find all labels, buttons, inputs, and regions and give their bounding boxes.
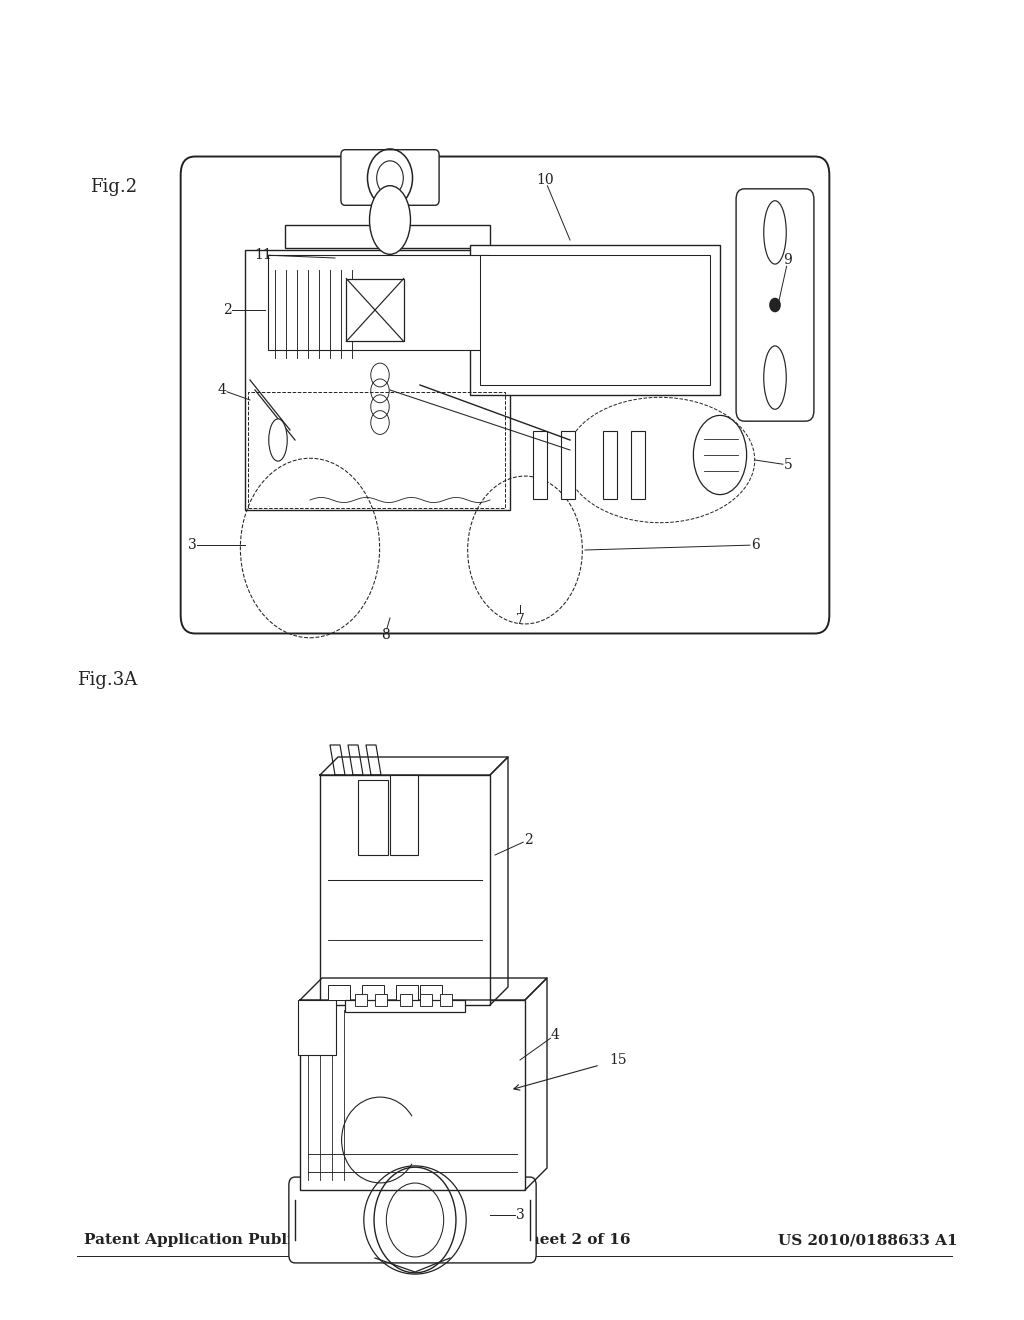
- Ellipse shape: [764, 346, 786, 409]
- Bar: [298, 1001, 336, 1055]
- Bar: [603, 430, 617, 499]
- Bar: [375, 994, 387, 1006]
- Bar: [328, 985, 350, 1001]
- Text: 5: 5: [783, 458, 793, 473]
- Bar: [561, 430, 575, 499]
- Text: US 2010/0188633 A1: US 2010/0188633 A1: [778, 1233, 957, 1247]
- Bar: [346, 279, 403, 342]
- Bar: [358, 780, 388, 855]
- Bar: [268, 255, 490, 350]
- FancyBboxPatch shape: [180, 157, 829, 634]
- Bar: [355, 994, 367, 1006]
- Text: Patent Application Publication: Patent Application Publication: [84, 1233, 346, 1247]
- Ellipse shape: [370, 186, 411, 255]
- Bar: [420, 985, 442, 1001]
- Bar: [362, 985, 384, 1001]
- Text: 2: 2: [523, 833, 532, 847]
- Bar: [319, 775, 490, 1005]
- Text: 8: 8: [381, 628, 389, 642]
- Bar: [532, 430, 547, 499]
- Ellipse shape: [268, 418, 287, 461]
- Text: 6: 6: [751, 539, 760, 552]
- Bar: [480, 255, 710, 385]
- Text: 4: 4: [217, 383, 226, 397]
- Bar: [400, 994, 412, 1006]
- Bar: [245, 249, 510, 510]
- Text: 9: 9: [783, 253, 793, 267]
- Text: 3: 3: [516, 1208, 524, 1222]
- Text: 4: 4: [551, 1028, 559, 1041]
- Ellipse shape: [764, 201, 786, 264]
- Text: 11: 11: [254, 248, 272, 261]
- Text: 7: 7: [515, 612, 524, 627]
- Bar: [345, 1001, 465, 1012]
- Text: Fig.3A: Fig.3A: [77, 671, 137, 689]
- Bar: [631, 430, 645, 499]
- FancyBboxPatch shape: [736, 189, 814, 421]
- Text: 2: 2: [222, 304, 231, 317]
- Bar: [470, 246, 720, 395]
- Bar: [396, 985, 418, 1001]
- Bar: [300, 1001, 525, 1191]
- Bar: [440, 994, 452, 1006]
- Text: 3: 3: [187, 539, 197, 552]
- Text: Fig.2: Fig.2: [90, 178, 137, 197]
- Bar: [390, 775, 418, 855]
- Bar: [285, 224, 490, 248]
- Circle shape: [770, 298, 780, 312]
- FancyBboxPatch shape: [289, 1177, 537, 1263]
- FancyBboxPatch shape: [341, 149, 439, 206]
- Bar: [248, 392, 505, 508]
- Text: Jul. 29, 2010   Sheet 2 of 16: Jul. 29, 2010 Sheet 2 of 16: [393, 1233, 631, 1247]
- Text: 10: 10: [537, 173, 554, 187]
- Text: 15: 15: [609, 1053, 627, 1067]
- Ellipse shape: [693, 416, 746, 495]
- Bar: [420, 994, 432, 1006]
